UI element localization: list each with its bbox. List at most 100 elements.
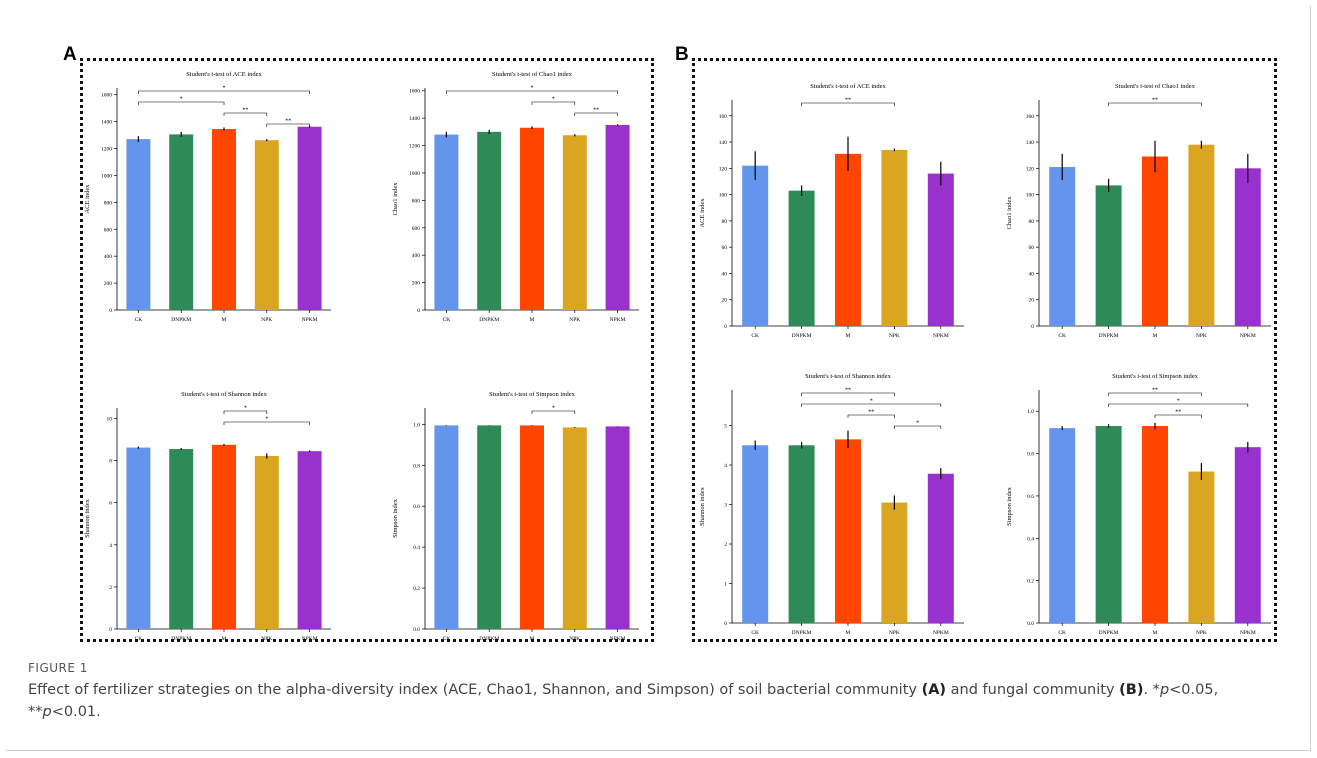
y-tick-label: 0.8 (1027, 452, 1034, 458)
chart-title: Student's t-test of Simpson index (1112, 373, 1198, 380)
significance-mark: * (916, 421, 919, 427)
caption-part-2: and fungal community (946, 682, 1120, 698)
significance-bracket (1108, 392, 1202, 396)
bar-ck (126, 139, 151, 310)
significance-bracket (1108, 102, 1202, 106)
bar-ck (126, 447, 151, 629)
y-axis-label: Chao1 index (1006, 196, 1013, 230)
chart-title: Student's t-test of ACE index (186, 71, 262, 78)
x-tick-label: DNPKM (171, 317, 191, 323)
y-tick-label: 200 (104, 281, 113, 287)
significance-mark: * (244, 406, 247, 412)
significance-mark: ** (1152, 98, 1158, 104)
bar-ck (742, 165, 769, 326)
y-tick-label: 80 (722, 219, 728, 225)
y-tick-label: 0.8 (413, 463, 420, 469)
y-tick-label: 1600 (101, 93, 112, 99)
x-tick-label: NPK (1196, 630, 1207, 636)
bar-npkm (1234, 447, 1261, 623)
x-tick-label: NPKM (1240, 630, 1256, 636)
caption-ref-a: (A) (921, 682, 947, 698)
x-tick-label: DNPKM (479, 317, 499, 323)
bar-dnpkm (477, 131, 502, 310)
y-tick-label: 1200 (101, 147, 112, 153)
y-tick-label: 80 (1029, 219, 1035, 225)
y-tick-label: 0.0 (1027, 621, 1034, 627)
y-tick-label: 0 (724, 621, 727, 627)
x-tick-label: DNPKM (792, 630, 812, 636)
bar-npkm (297, 126, 322, 311)
y-tick-label: 0 (417, 308, 420, 314)
y-tick-label: 1400 (101, 120, 112, 126)
x-tick-label: NPKM (933, 333, 949, 339)
significance-mark: * (531, 86, 534, 92)
y-tick-label: 120 (1026, 166, 1035, 172)
significance-bracket (801, 102, 895, 106)
significance-mark: * (870, 399, 873, 405)
figure-label: FIGURE 1 (28, 661, 88, 675)
x-tick-label: M (1153, 333, 1158, 339)
y-tick-label: 4 (724, 463, 727, 469)
chart-title: Student's t-test of Shannon index (805, 373, 891, 380)
y-tick-label: 1 (724, 582, 727, 588)
significance-mark: * (223, 86, 226, 92)
y-tick-label: 200 (412, 281, 421, 287)
bar-npkm (297, 451, 322, 629)
x-tick-label: NPKM (1240, 333, 1256, 339)
x-tick-label: DNPKM (792, 333, 812, 339)
y-tick-label: 800 (412, 198, 421, 204)
bar-npk (1188, 144, 1215, 326)
x-tick-label: NPKM (302, 636, 318, 642)
caption-part-3: . * (1143, 682, 1160, 698)
bar-ck (742, 445, 769, 623)
x-tick-label: CK (1058, 630, 1066, 636)
y-axis-label: Shannon index (699, 486, 706, 526)
y-tick-label: 8 (109, 459, 112, 465)
significance-bracket (138, 101, 225, 105)
chart-title: Student's t-test of Simpson index (489, 391, 575, 398)
significance-mark: * (552, 97, 555, 103)
y-tick-label: 0 (1031, 324, 1034, 330)
y-tick-label: 1.0 (1027, 409, 1034, 415)
panel-b-letter: B (675, 44, 689, 65)
significance-mark: ** (285, 119, 291, 125)
significance-mark: * (552, 406, 555, 412)
bar-m (212, 129, 236, 310)
y-tick-label: 0.2 (1027, 579, 1034, 585)
bar-dnpkm (477, 425, 502, 629)
significance-mark: ** (845, 388, 851, 394)
significance-bracket (574, 112, 618, 116)
y-tick-label: 160 (719, 114, 728, 120)
panel-a-box (80, 58, 654, 642)
x-tick-label: NPKM (610, 636, 626, 642)
bar-dnpkm (169, 134, 194, 310)
y-tick-label: 20 (1029, 298, 1035, 304)
significance-mark: ** (845, 98, 851, 104)
x-tick-label: NPK (569, 317, 580, 323)
y-tick-label: 3 (724, 503, 727, 509)
significance-bracket (531, 410, 576, 414)
bar-npk (254, 140, 279, 310)
y-tick-label: 40 (722, 271, 728, 277)
y-tick-label: 0.0 (413, 627, 420, 633)
significance-bracket (223, 410, 268, 414)
y-tick-label: 1.0 (413, 422, 420, 428)
bar-npk (562, 427, 587, 629)
significance-bracket (138, 90, 310, 94)
bar-npk (562, 135, 587, 310)
y-tick-label: 0.4 (413, 545, 420, 551)
x-tick-label: CK (1058, 333, 1066, 339)
chart-title: Student's t-test of Shannon index (181, 391, 267, 398)
y-tick-label: 1000 (101, 173, 112, 179)
x-tick-label: M (222, 317, 227, 323)
y-tick-label: 1600 (409, 89, 420, 95)
caption-p-1: p (1159, 682, 1170, 698)
x-tick-label: DNPKM (1099, 630, 1119, 636)
y-tick-label: 0.6 (413, 504, 420, 510)
y-tick-label: 0.2 (413, 586, 420, 592)
y-tick-label: 0 (109, 308, 112, 314)
significance-mark: ** (593, 108, 599, 114)
x-tick-label: NPK (261, 317, 272, 323)
x-tick-label: NPK (1196, 333, 1207, 339)
